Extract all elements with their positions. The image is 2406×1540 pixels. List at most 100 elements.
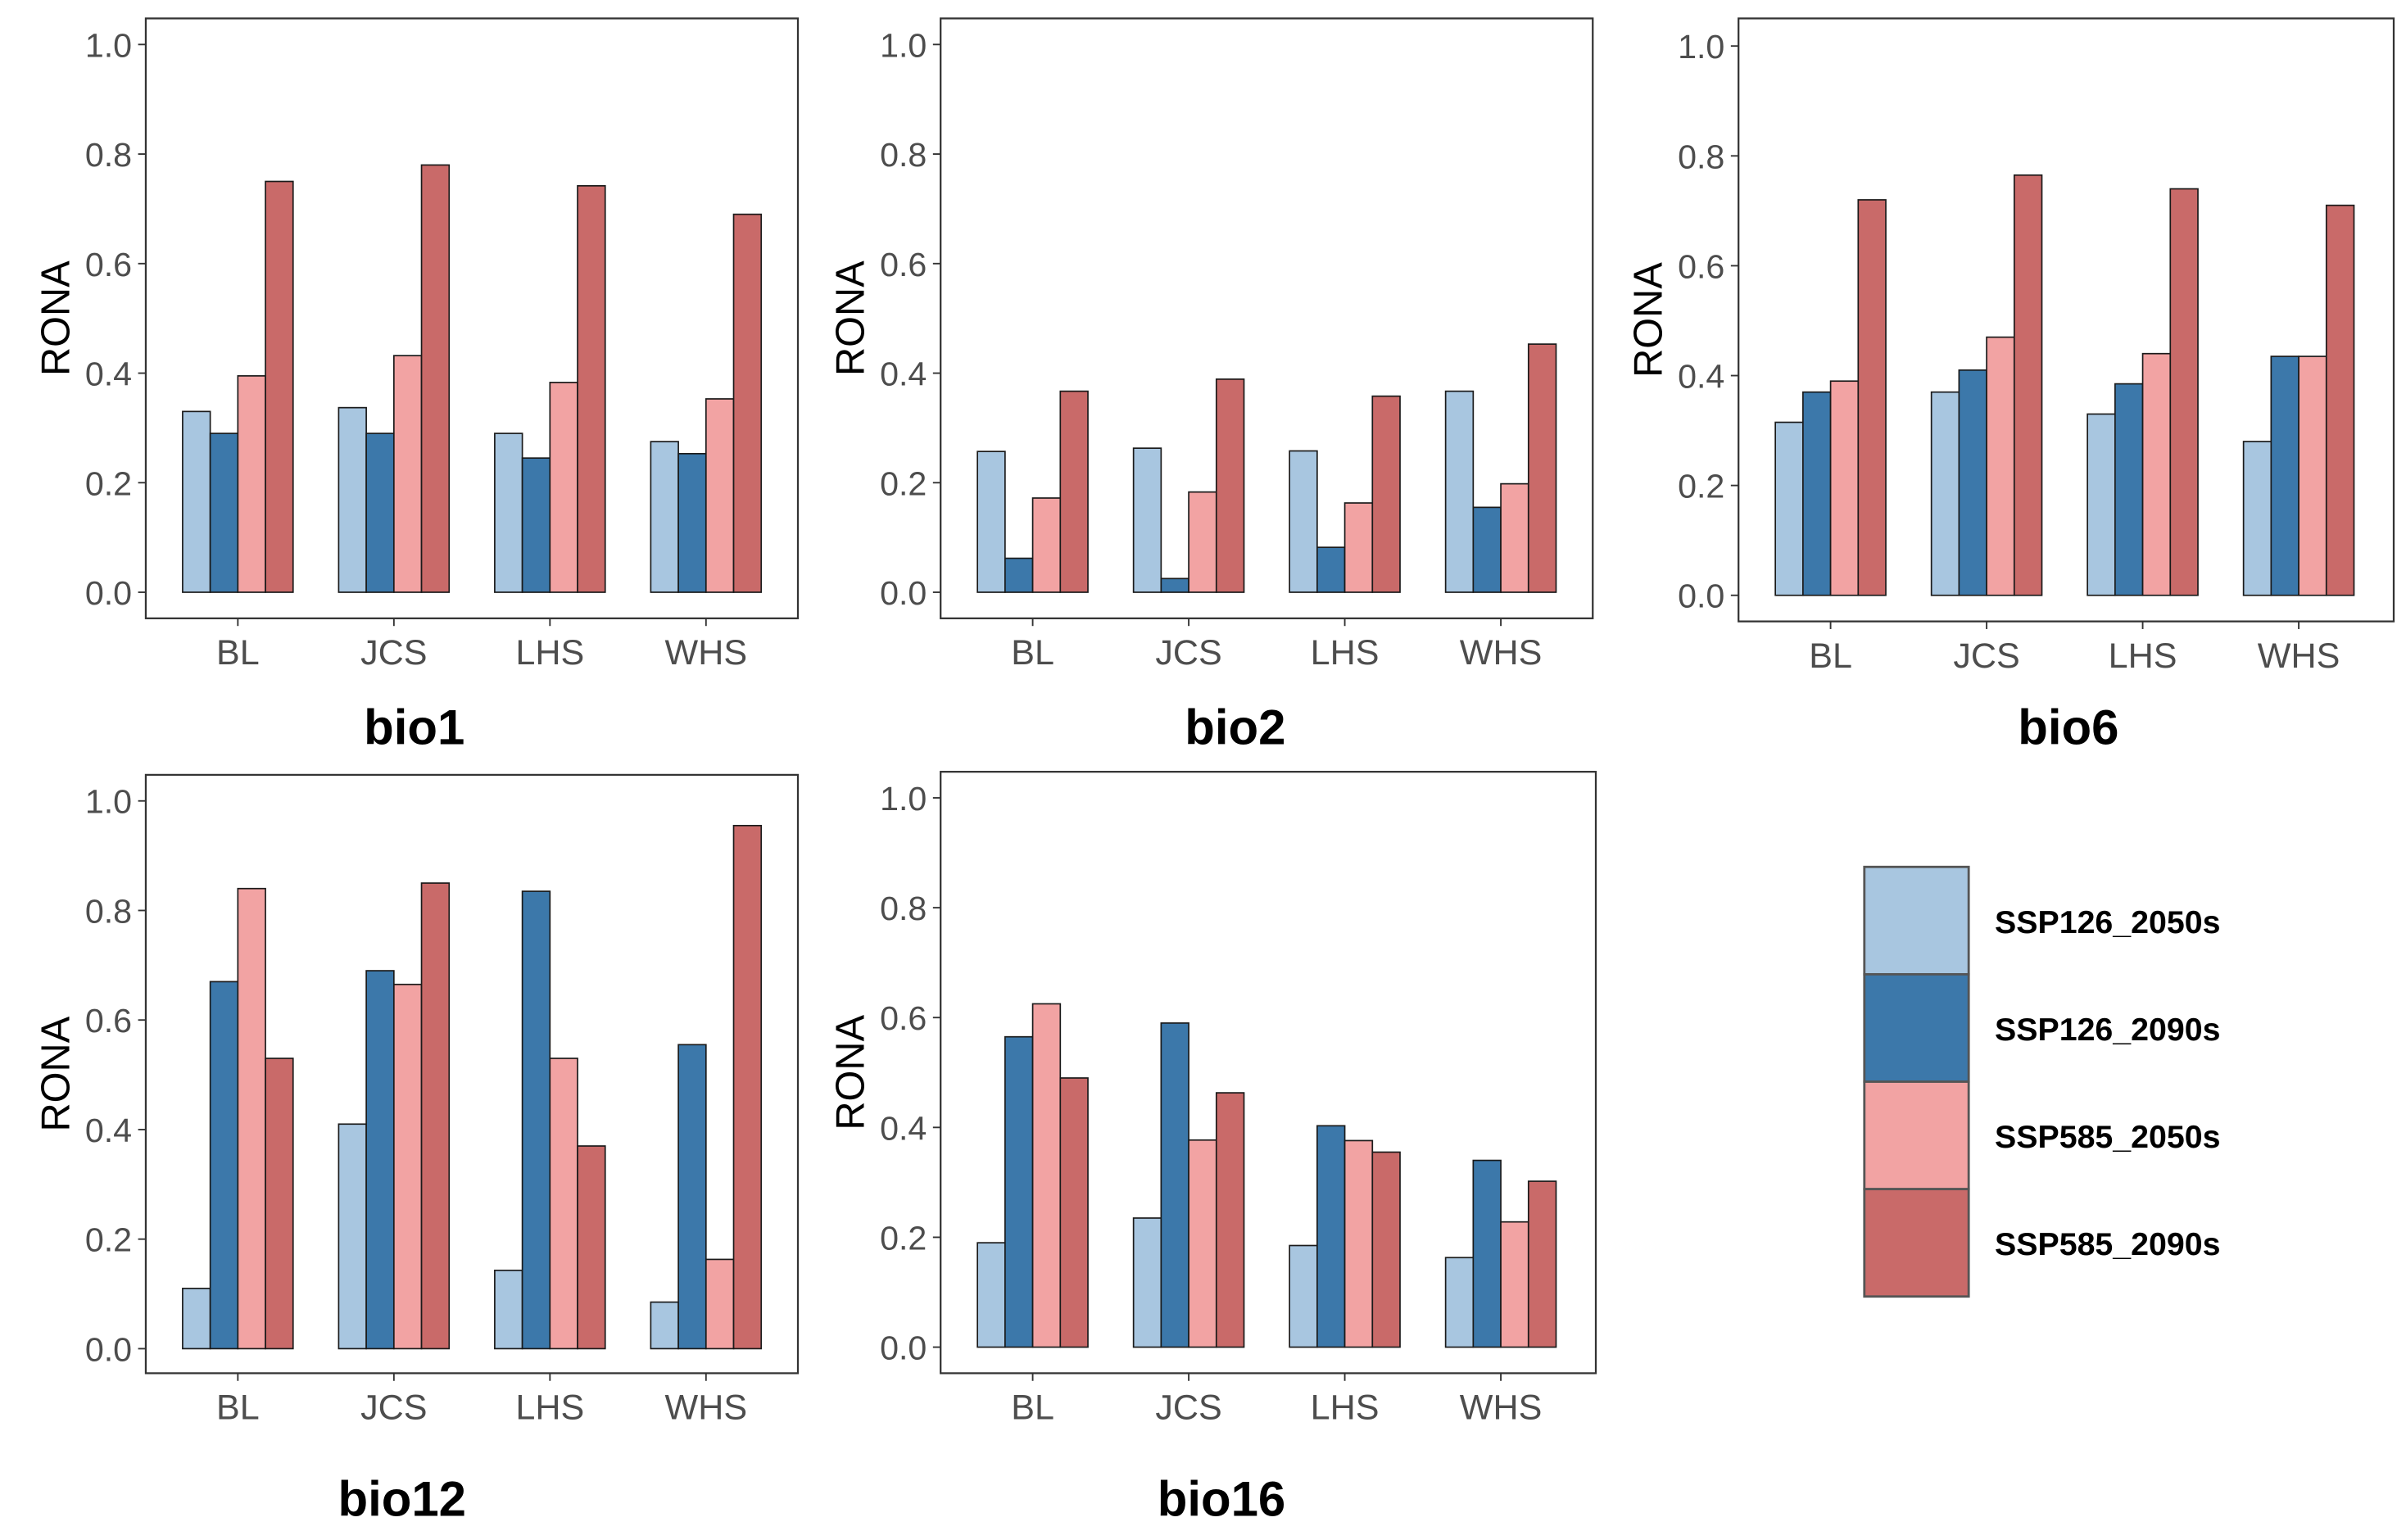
bar-bio6-JCS-SSP585_2050s: [1986, 336, 2015, 596]
bar-bio2-JCS-SSP126_2050s: [1132, 447, 1162, 593]
bar-bio6-BL-SSP126_2050s: [1774, 421, 1804, 596]
x-tick-label: BL: [1809, 636, 1852, 676]
bar-bio2-BL-SSP126_2090s: [1004, 557, 1034, 593]
bar-bio1-LHS-SSP126_2050s: [494, 433, 523, 593]
bar-bio2-LHS-SSP585_2090s: [1371, 395, 1401, 593]
bar-bio16-JCS-SSP585_2050s: [1188, 1139, 1217, 1348]
bar-bio6-LHS-SSP126_2050s: [2087, 413, 2116, 596]
bar-bio1-JCS-SSP126_2050s: [338, 406, 367, 593]
x-tick-label: BL: [216, 633, 260, 673]
bar-bio12-JCS-SSP585_2050s: [392, 983, 423, 1350]
bar-bio2-LHS-SSP585_2050s: [1343, 502, 1374, 593]
y-tick-label: 0.2: [1678, 468, 1724, 505]
y-tick-label: 0.8: [1678, 138, 1724, 175]
y-axis-label: RONA: [34, 1016, 78, 1131]
y-tick-label: 0.2: [880, 1219, 927, 1257]
legend-label: SSP126_2050s: [1995, 904, 2221, 940]
y-tick-label: 1.0: [880, 26, 927, 64]
y-tick-label: 0.0: [880, 574, 927, 612]
legend-key-SSP126_2050s: [1863, 865, 1970, 976]
y-tick-label: 0.4: [880, 1109, 927, 1147]
bar-bio6-LHS-SSP585_2090s: [2169, 188, 2199, 596]
y-tick-label: 0.6: [880, 999, 927, 1037]
y-tick-label: 0.4: [85, 1112, 132, 1149]
x-tick-label: LHS: [2109, 636, 2177, 676]
y-tick-label: 1.0: [85, 783, 132, 821]
y-tick-label: 0.0: [85, 1330, 132, 1368]
legend-label: SSP585_2050s: [1995, 1119, 2221, 1155]
x-tick-label: JCS: [1155, 1388, 1221, 1428]
bar-bio6-JCS-SSP126_2050s: [1930, 391, 1960, 596]
y-tick-label: 0.8: [85, 136, 132, 174]
y-tick-label: 1.0: [880, 780, 927, 818]
bar-bio6-BL-SSP126_2090s: [1802, 391, 1832, 596]
bar-bio12-WHS-SSP126_2090s: [677, 1044, 707, 1350]
y-axis-label: RONA: [1627, 262, 1671, 378]
bar-bio2-BL-SSP126_2050s: [976, 451, 1006, 593]
x-tick-label: LHS: [1311, 633, 1380, 673]
y-tick-label: 0.8: [880, 136, 927, 174]
panel-bio16: 0.0 0.2 0.4 0.6 0.8 1.0 BL JCS LHS WHS RONA bio16: [829, 771, 1597, 1527]
x-tick-label: LHS: [1311, 1388, 1380, 1428]
bar-bio2-BL-SSP585_2050s: [1031, 497, 1062, 593]
bar-bio1-BL-SSP585_2090s: [265, 180, 294, 593]
bar-bio12-BL-SSP585_2090s: [265, 1058, 294, 1350]
bar-bio1-LHS-SSP585_2050s: [549, 382, 578, 593]
bar-bio6-LHS-SSP585_2050s: [2141, 352, 2172, 596]
y-tick-label: 0.2: [880, 464, 927, 502]
bar-bio6-WHS-SSP585_2090s: [2325, 204, 2355, 596]
legend: SSP126_2050s SSP126_2090s SSP585_2050s SSP5…: [1863, 865, 2221, 1298]
panel-title: bio1: [364, 700, 464, 754]
y-axis-label: RONA: [829, 260, 873, 376]
bar-bio12-JCS-SSP126_2090s: [365, 970, 395, 1350]
bar-bio2-JCS-SSP585_2090s: [1215, 378, 1245, 593]
bar-bio1-BL-SSP126_2090s: [209, 433, 239, 593]
y-axis-label: RONA: [829, 1014, 873, 1130]
x-tick-label: JCS: [360, 633, 427, 673]
bar-bio16-JCS-SSP126_2090s: [1160, 1022, 1189, 1348]
bar-bio16-WHS-SSP585_2050s: [1500, 1221, 1529, 1348]
x-tick-label: BL: [216, 1388, 260, 1428]
bar-bio2-LHS-SSP126_2050s: [1289, 450, 1318, 593]
bar-bio6-BL-SSP585_2090s: [1857, 199, 1887, 596]
legend-key-SSP585_2090s: [1863, 1188, 1970, 1298]
x-tick-label: JCS: [360, 1388, 427, 1428]
bar-bio6-LHS-SSP126_2090s: [2114, 383, 2144, 596]
bar-bio6-BL-SSP585_2050s: [1829, 380, 1860, 596]
bar-bio12-BL-SSP585_2050s: [237, 887, 266, 1350]
bar-bio12-LHS-SSP585_2050s: [549, 1058, 578, 1350]
bar-bio1-BL-SSP585_2050s: [237, 375, 266, 593]
bar-bio6-JCS-SSP585_2090s: [2013, 174, 2043, 596]
bar-bio12-WHS-SSP585_2090s: [732, 824, 763, 1350]
panel-title: bio2: [1185, 700, 1285, 754]
x-tick-label: BL: [1011, 1388, 1054, 1428]
bar-bio16-BL-SSP126_2090s: [1004, 1035, 1034, 1348]
y-axis-label: RONA: [34, 260, 78, 376]
bar-bio16-WHS-SSP126_2090s: [1472, 1159, 1502, 1348]
bar-bio1-WHS-SSP126_2090s: [677, 452, 707, 593]
bar-bio2-WHS-SSP585_2090s: [1527, 343, 1557, 593]
bar-bio16-LHS-SSP126_2050s: [1289, 1244, 1318, 1348]
bar-bio1-LHS-SSP585_2090s: [577, 184, 606, 593]
y-tick-label: 0.6: [85, 246, 132, 283]
bar-bio2-WHS-SSP126_2050s: [1444, 390, 1475, 593]
x-tick-label: WHS: [2258, 636, 2340, 676]
bar-bio12-BL-SSP126_2090s: [209, 981, 239, 1350]
bar-bio1-BL-SSP126_2050s: [182, 410, 211, 593]
legend-key-SSP126_2090s: [1863, 972, 1970, 1083]
bar-bio2-LHS-SSP126_2090s: [1316, 546, 1346, 593]
bar-bio1-WHS-SSP126_2050s: [650, 441, 679, 593]
y-tick-label: 0.4: [1678, 358, 1724, 396]
y-tick-label: 0.2: [85, 464, 132, 502]
y-tick-label: 0.8: [880, 890, 927, 927]
bar-bio1-LHS-SSP126_2090s: [521, 457, 551, 593]
bar-bio16-BL-SSP126_2050s: [976, 1242, 1006, 1348]
bar-bio2-JCS-SSP585_2050s: [1188, 491, 1217, 593]
bar-bio1-WHS-SSP585_2090s: [732, 213, 763, 593]
y-tick-label: 0.6: [1678, 247, 1724, 285]
y-tick-label: 0.6: [880, 246, 927, 283]
bar-bio12-LHS-SSP585_2090s: [577, 1145, 606, 1350]
x-tick-label: LHS: [515, 1388, 584, 1428]
panel-bio1: 0.0 0.2 0.4 0.6 0.8 1.0 BL JCS LHS WHS RONA bio1: [34, 17, 800, 754]
